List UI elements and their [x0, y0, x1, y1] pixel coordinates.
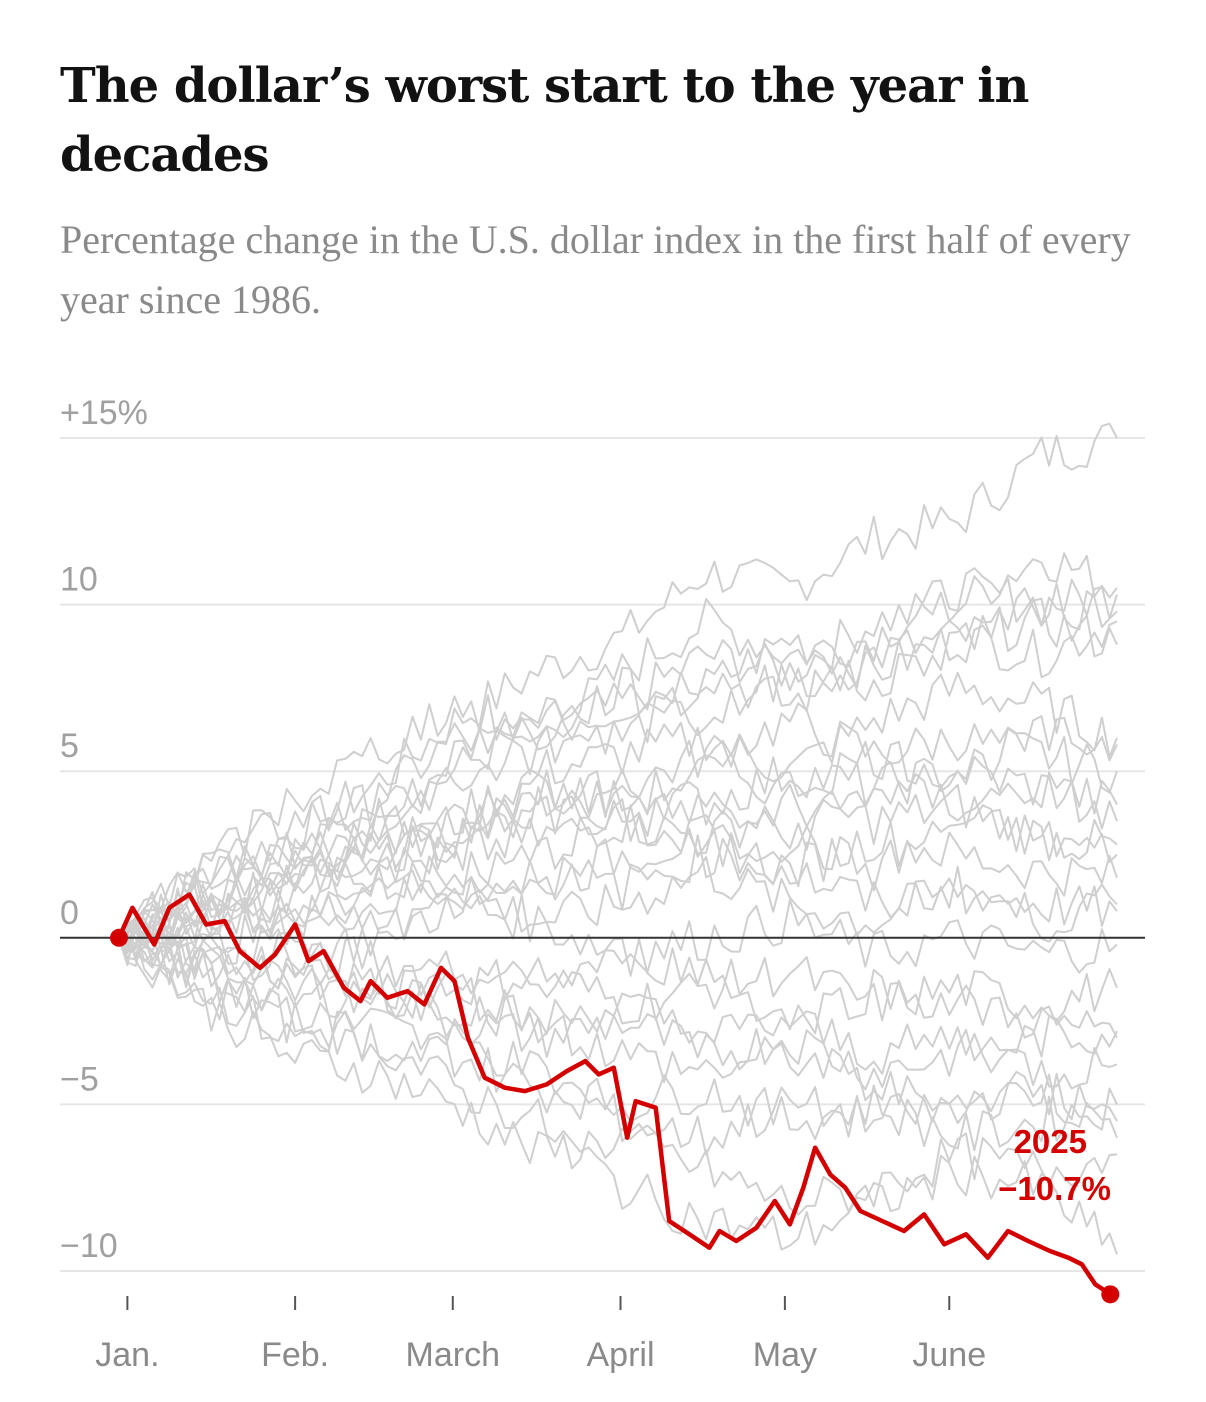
x-tick-label: March: [406, 1336, 500, 1374]
series-line-background: [118, 422, 1118, 939]
series-line-background: [118, 930, 1118, 1139]
series-line-background: [118, 567, 1118, 956]
y-tick-label: −5: [60, 1060, 99, 1098]
gridlines: [60, 437, 1145, 1272]
start-point-marker: [110, 928, 128, 947]
series-line-background: [118, 936, 1118, 1090]
series-line-background: [118, 927, 1118, 1255]
y-axis-ticks: +15% 10 5 0 −5 −10: [60, 394, 148, 1265]
chart-title: The dollar’s worst start to the year in …: [60, 58, 1029, 183]
end-point-marker: [1101, 1285, 1120, 1304]
series-line-2025: [116, 892, 1113, 1297]
x-tick-label: Feb.: [261, 1336, 329, 1374]
highlight-series: [110, 892, 1120, 1304]
y-tick-label: −10: [60, 1227, 118, 1265]
chart-subtitle: Percentage change in the U.S. dollar ind…: [60, 217, 1131, 322]
highlight-value-label: −10.7%: [998, 1170, 1111, 1207]
series-line-background: [118, 924, 1118, 1091]
series-line-background: [118, 671, 1118, 953]
x-tick-label: May: [753, 1336, 817, 1374]
x-axis-ticks: Jan. Feb. March April May June: [95, 1296, 986, 1374]
series-line-background: [118, 771, 1118, 954]
highlight-annotation: 2025 −10.7%: [998, 1123, 1111, 1207]
series-line-background: [118, 582, 1118, 939]
y-tick-label: 0: [60, 894, 79, 932]
background-series: [118, 422, 1118, 1255]
y-tick-label: +15%: [60, 394, 148, 432]
series-line-background: [118, 929, 1118, 1216]
series-line-background: [118, 798, 1118, 952]
y-tick-label: 10: [60, 561, 98, 599]
y-tick-label: 5: [60, 727, 79, 765]
series-line-background: [118, 887, 1118, 976]
x-tick-label: June: [912, 1336, 986, 1374]
series-line-background: [118, 814, 1118, 939]
series-line-background: [118, 928, 1118, 1025]
series-line-background: [118, 834, 1118, 961]
series-line-background: [118, 715, 1118, 951]
series-line-background: [118, 937, 1118, 1156]
highlight-year-label: 2025: [1014, 1123, 1087, 1160]
series-line-background: [118, 755, 1118, 939]
x-tick-label: April: [587, 1336, 655, 1374]
x-tick-label: Jan.: [95, 1336, 159, 1374]
